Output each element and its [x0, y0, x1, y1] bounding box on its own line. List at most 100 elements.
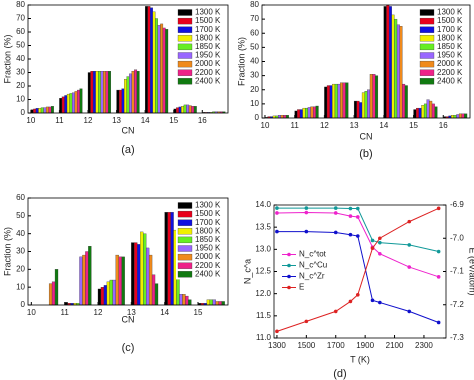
bar — [100, 71, 104, 114]
legend-label: 2200 K — [195, 261, 221, 270]
point — [355, 234, 360, 238]
legend-swatch — [177, 219, 193, 226]
plot-frame — [261, 4, 471, 119]
bar — [33, 108, 37, 114]
y-tick-label: 40 — [250, 57, 259, 66]
bar — [38, 108, 42, 114]
bar — [79, 256, 83, 306]
legend-label: 1850 K — [437, 42, 463, 51]
plot-frame — [27, 4, 229, 114]
bar — [61, 96, 65, 114]
bar — [369, 74, 373, 119]
bar — [280, 115, 284, 119]
bar — [367, 89, 371, 119]
x-tick-label: 13 — [112, 116, 121, 125]
x-tick-label: 11 — [61, 308, 70, 317]
x-tick-label: 12 — [94, 308, 103, 317]
bar — [103, 285, 108, 306]
legend-swatch — [177, 69, 193, 76]
bar — [151, 274, 156, 306]
bar — [162, 27, 166, 114]
point — [370, 238, 375, 243]
panel-caption: (d) — [333, 368, 346, 380]
bar — [326, 85, 330, 119]
bar — [145, 247, 150, 306]
bar — [386, 4, 390, 119]
legend-label: 1300 K — [195, 201, 221, 210]
legend-label: 1850 K — [195, 42, 221, 51]
legend-label: 1700 K — [437, 25, 463, 34]
bar — [396, 24, 400, 119]
bar — [90, 71, 94, 114]
bar — [115, 254, 119, 306]
legend-label: 2400 K — [195, 76, 221, 85]
x-tick-label: 12 — [84, 116, 93, 125]
x-tick-label: 14 — [160, 308, 169, 317]
bar — [215, 301, 219, 306]
x-tick-label: 14 — [141, 116, 150, 125]
point — [275, 329, 279, 334]
bar — [45, 106, 49, 114]
bar — [179, 294, 183, 306]
x-tick-label: 13 — [350, 121, 359, 130]
bar — [310, 106, 314, 119]
legend-swatch — [177, 78, 193, 85]
legend-label: 1300 K — [195, 8, 221, 17]
bar — [40, 107, 44, 114]
y-tick-label: 14.0 — [255, 200, 271, 209]
y-tick-label: 13.5 — [255, 222, 271, 231]
y-tick-label: 80 — [250, 0, 259, 9]
legend-swatch — [177, 26, 193, 33]
legend-label: 1800 K — [195, 33, 221, 42]
y-tick-label: 0 — [21, 300, 26, 309]
point — [378, 300, 382, 305]
bar — [402, 83, 406, 119]
y-tick-label: 13.0 — [255, 244, 271, 253]
bar — [51, 106, 54, 114]
bar — [176, 107, 179, 114]
y-axis-title: N_c^a — [242, 259, 252, 284]
bar — [345, 82, 349, 119]
x-tick-label: 15 — [194, 308, 203, 317]
point — [304, 206, 309, 210]
bar — [278, 115, 281, 119]
bar — [66, 93, 70, 114]
bar — [451, 115, 454, 119]
legend-swatch — [419, 9, 435, 16]
bar — [464, 113, 468, 119]
y-tick-label: 80 — [16, 0, 25, 9]
legend-marker — [287, 285, 291, 290]
bar — [167, 212, 171, 306]
point — [355, 292, 360, 297]
y-axis-title: Fraction (%) — [2, 227, 12, 276]
bar — [461, 113, 465, 119]
point — [378, 236, 382, 241]
bar — [98, 71, 101, 114]
bar — [92, 71, 96, 114]
bar — [54, 269, 59, 306]
legend-label: 2000 K — [437, 59, 463, 68]
bar — [150, 7, 153, 114]
bar — [48, 106, 52, 114]
bar — [340, 82, 344, 119]
bar — [191, 106, 195, 114]
legend-swatch — [177, 9, 193, 16]
bar — [157, 25, 161, 114]
bar — [334, 83, 338, 119]
legend-marker — [287, 263, 291, 268]
y-tick-label: 12.5 — [255, 267, 271, 276]
series-line — [276, 207, 439, 253]
legend-label: 2000 K — [195, 59, 221, 68]
bar — [131, 71, 135, 114]
y-tick-label: 60 — [16, 27, 25, 36]
y-tick-label: 60 — [250, 28, 259, 37]
bar — [413, 109, 417, 119]
y-tick-label: 0 — [21, 108, 26, 117]
bar — [131, 242, 135, 306]
bar — [165, 29, 169, 114]
bar — [299, 109, 303, 119]
x-tick-label: 10 — [261, 121, 270, 130]
point — [333, 206, 338, 210]
bar — [183, 104, 187, 114]
x-tick-label: 16 — [439, 121, 448, 130]
